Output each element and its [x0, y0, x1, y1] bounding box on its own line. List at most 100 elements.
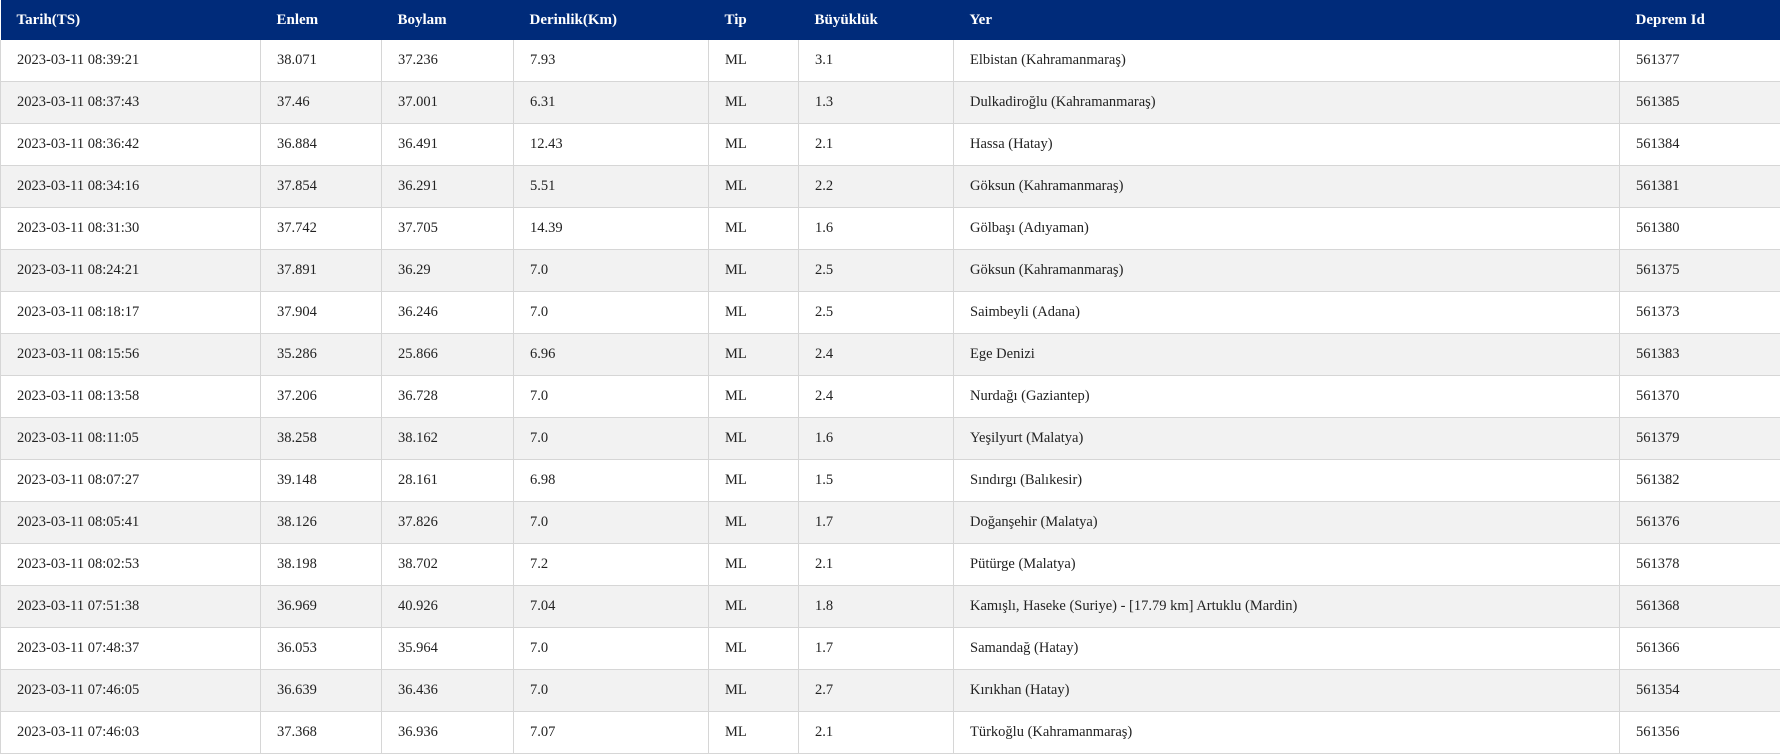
cell-location: Türkoğlu (Kahramanmaraş) — [953, 711, 1620, 754]
cell-longitude: 37.826 — [381, 501, 514, 544]
cell-latitude: 36.639 — [260, 669, 382, 712]
cell-date: 2023-03-11 08:13:58 — [0, 375, 261, 418]
cell-location: Dulkadiroğlu (Kahramanmaraş) — [953, 81, 1620, 124]
cell-type: ML — [708, 627, 799, 670]
cell-longitude: 37.705 — [381, 207, 514, 250]
cell-depth: 7.93 — [513, 40, 709, 82]
column-header-longitude[interactable]: Boylam — [381, 0, 514, 40]
table-row[interactable]: 2023-03-11 08:02:53 38.198 38.702 7.2 ML 2.1 P… — [0, 543, 1780, 586]
cell-earthquake-id: 561379 — [1619, 417, 1780, 460]
cell-location: Saimbeyli (Adana) — [953, 291, 1620, 334]
cell-magnitude: 2.5 — [798, 291, 954, 334]
cell-earthquake-id: 561373 — [1619, 291, 1780, 334]
column-header-latitude[interactable]: Enlem — [260, 0, 382, 40]
cell-earthquake-id: 561377 — [1619, 40, 1780, 82]
table-row[interactable]: 2023-03-11 08:36:42 36.884 36.491 12.43 ML 2.… — [0, 123, 1780, 166]
cell-date: 2023-03-11 08:36:42 — [0, 123, 261, 166]
cell-earthquake-id: 561381 — [1619, 165, 1780, 208]
cell-latitude: 38.071 — [260, 40, 382, 82]
column-header-type[interactable]: Tip — [708, 0, 799, 40]
cell-magnitude: 1.6 — [798, 417, 954, 460]
cell-date: 2023-03-11 08:37:43 — [0, 81, 261, 124]
cell-latitude: 36.884 — [260, 123, 382, 166]
table-row[interactable]: 2023-03-11 08:34:16 37.854 36.291 5.51 ML 2.2… — [0, 165, 1780, 208]
cell-depth: 12.43 — [513, 123, 709, 166]
cell-location: Doğanşehir (Malatya) — [953, 501, 1620, 544]
table-row[interactable]: 2023-03-11 08:18:17 37.904 36.246 7.0 ML 2.5 S… — [0, 291, 1780, 334]
cell-earthquake-id: 561356 — [1619, 711, 1780, 754]
cell-earthquake-id: 561385 — [1619, 81, 1780, 124]
cell-type: ML — [708, 333, 799, 376]
cell-location: Göksun (Kahramanmaraş) — [953, 249, 1620, 292]
column-header-depth[interactable]: Derinlik(Km) — [513, 0, 709, 40]
cell-type: ML — [708, 165, 799, 208]
cell-depth: 7.0 — [513, 627, 709, 670]
cell-date: 2023-03-11 08:34:16 — [0, 165, 261, 208]
cell-longitude: 36.29 — [381, 249, 514, 292]
column-header-location[interactable]: Yer — [953, 0, 1620, 40]
cell-earthquake-id: 561376 — [1619, 501, 1780, 544]
cell-location: Göksun (Kahramanmaraş) — [953, 165, 1620, 208]
cell-magnitude: 2.2 — [798, 165, 954, 208]
cell-latitude: 38.258 — [260, 417, 382, 460]
table-row[interactable]: 2023-03-11 08:05:41 38.126 37.826 7.0 ML 1.7 D… — [0, 501, 1780, 544]
cell-longitude: 40.926 — [381, 585, 514, 628]
cell-earthquake-id: 561366 — [1619, 627, 1780, 670]
cell-earthquake-id: 561383 — [1619, 333, 1780, 376]
table-row[interactable]: 2023-03-11 08:31:30 37.742 37.705 14.39 ML 1.… — [0, 207, 1780, 250]
cell-latitude: 38.198 — [260, 543, 382, 586]
table-row[interactable]: 2023-03-11 08:07:27 39.148 28.161 6.98 ML 1.5… — [0, 459, 1780, 502]
cell-type: ML — [708, 711, 799, 754]
table-row[interactable]: 2023-03-11 08:13:58 37.206 36.728 7.0 ML 2.4 N… — [0, 375, 1780, 418]
table-row[interactable]: 2023-03-11 08:15:56 35.286 25.866 6.96 ML 2.4… — [0, 333, 1780, 376]
table-row[interactable]: 2023-03-11 08:39:21 38.071 37.236 7.93 ML 3.1… — [0, 40, 1780, 82]
cell-type: ML — [708, 417, 799, 460]
column-header-earthquake-id[interactable]: Deprem Id — [1619, 0, 1780, 40]
cell-latitude: 36.969 — [260, 585, 382, 628]
cell-date: 2023-03-11 08:24:21 — [0, 249, 261, 292]
cell-longitude: 28.161 — [381, 459, 514, 502]
cell-longitude: 36.491 — [381, 123, 514, 166]
table-row[interactable]: 2023-03-11 07:46:05 36.639 36.436 7.0 ML 2.7 K… — [0, 669, 1780, 712]
cell-depth: 7.0 — [513, 375, 709, 418]
table-row[interactable]: 2023-03-11 07:46:03 37.368 36.936 7.07 ML 2.1… — [0, 711, 1780, 754]
cell-longitude: 38.702 — [381, 543, 514, 586]
table-row[interactable]: 2023-03-11 08:11:05 38.258 38.162 7.0 ML 1.6 Y… — [0, 417, 1780, 460]
table-row[interactable]: 2023-03-11 07:48:37 36.053 35.964 7.0 ML 1.7 S… — [0, 627, 1780, 670]
cell-longitude: 25.866 — [381, 333, 514, 376]
table-row[interactable]: 2023-03-11 08:37:43 37.46 37.001 6.31 ML 1.3 D… — [0, 81, 1780, 124]
cell-location: Gölbaşı (Adıyaman) — [953, 207, 1620, 250]
cell-location: Sındırgı (Balıkesir) — [953, 459, 1620, 502]
cell-type: ML — [708, 207, 799, 250]
cell-type: ML — [708, 40, 799, 82]
cell-magnitude: 1.7 — [798, 501, 954, 544]
cell-magnitude: 2.5 — [798, 249, 954, 292]
table-row[interactable]: 2023-03-11 07:51:38 36.969 40.926 7.04 ML 1.8… — [0, 585, 1780, 628]
cell-type: ML — [708, 81, 799, 124]
cell-date: 2023-03-11 08:39:21 — [0, 40, 261, 82]
cell-date: 2023-03-11 08:11:05 — [0, 417, 261, 460]
cell-type: ML — [708, 585, 799, 628]
cell-depth: 6.96 — [513, 333, 709, 376]
cell-latitude: 39.148 — [260, 459, 382, 502]
cell-earthquake-id: 561354 — [1619, 669, 1780, 712]
cell-earthquake-id: 561384 — [1619, 123, 1780, 166]
cell-longitude: 37.236 — [381, 40, 514, 82]
cell-type: ML — [708, 375, 799, 418]
cell-depth: 7.0 — [513, 501, 709, 544]
cell-magnitude: 2.1 — [798, 711, 954, 754]
cell-date: 2023-03-11 07:46:03 — [0, 711, 261, 754]
cell-location: Hassa (Hatay) — [953, 123, 1620, 166]
cell-depth: 7.0 — [513, 669, 709, 712]
cell-latitude: 37.46 — [260, 81, 382, 124]
cell-date: 2023-03-11 07:48:37 — [0, 627, 261, 670]
column-header-magnitude[interactable]: Büyüklük — [798, 0, 954, 40]
column-header-date[interactable]: Tarih(TS) — [0, 0, 261, 40]
cell-longitude: 36.436 — [381, 669, 514, 712]
table-row[interactable]: 2023-03-11 08:24:21 37.891 36.29 7.0 ML 2.5 Gö… — [0, 249, 1780, 292]
cell-magnitude: 1.7 — [798, 627, 954, 670]
cell-date: 2023-03-11 08:15:56 — [0, 333, 261, 376]
cell-magnitude: 3.1 — [798, 40, 954, 82]
cell-location: Kırıkhan (Hatay) — [953, 669, 1620, 712]
cell-depth: 7.07 — [513, 711, 709, 754]
